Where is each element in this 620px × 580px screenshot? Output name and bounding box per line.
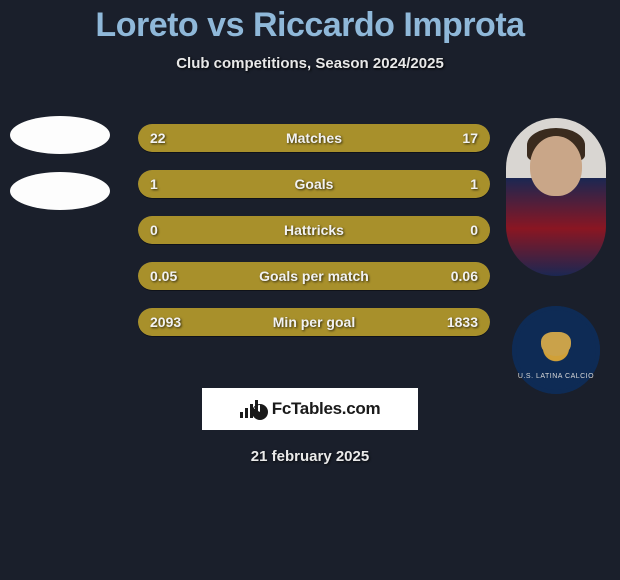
stat-label: Matches — [138, 124, 490, 152]
title-player1: Loreto — [95, 6, 198, 44]
club-badge-text: U.S. LATINA CALCIO — [512, 373, 600, 380]
pie-icon — [252, 404, 268, 420]
brand-text: FcTables.com — [272, 399, 381, 419]
fctables-logo: FcTables.com — [202, 388, 418, 430]
player1-photo-placeholder — [10, 116, 110, 154]
stat-row: 20931833Min per goal — [138, 308, 490, 336]
stat-row: 0.050.06Goals per match — [138, 262, 490, 290]
stat-bars: 2217Matches 11Goals 00Hattricks 0.050.06Goa… — [138, 124, 490, 354]
date: 21 february 2025 — [0, 448, 620, 465]
stat-row: 00Hattricks — [138, 216, 490, 244]
player2-head — [530, 136, 582, 196]
stat-label: Hattricks — [138, 216, 490, 244]
stat-label: Min per goal — [138, 308, 490, 336]
comparison-title: Loreto vs Riccardo Improta — [0, 0, 620, 45]
player1-club-placeholder — [10, 172, 110, 210]
title-vs: vs — [207, 6, 244, 44]
right-avatar-column: U.S. LATINA CALCIO — [506, 118, 606, 394]
brand-suffix: Tables.com — [291, 399, 380, 418]
stat-row: 11Goals — [138, 170, 490, 198]
stat-label: Goals per match — [138, 262, 490, 290]
stat-row: 2217Matches — [138, 124, 490, 152]
brand-prefix: Fc — [272, 399, 291, 418]
stat-label: Goals — [138, 170, 490, 198]
subtitle: Club competitions, Season 2024/2025 — [0, 55, 620, 72]
player2-photo — [506, 118, 606, 276]
left-avatar-column — [10, 116, 110, 228]
player2-club-badge: U.S. LATINA CALCIO — [512, 306, 600, 394]
title-player2: Riccardo Improta — [253, 6, 525, 44]
